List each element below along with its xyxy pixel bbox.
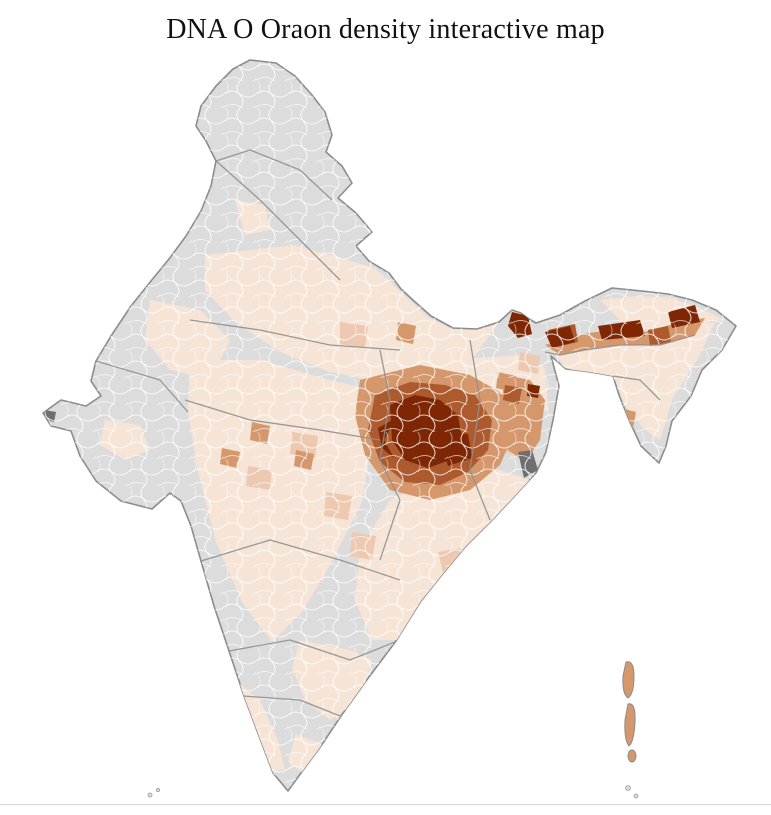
district-mesh xyxy=(43,60,736,791)
island[interactable] xyxy=(627,749,637,763)
nicobar-islands[interactable] xyxy=(625,785,639,799)
andaman-islands[interactable] xyxy=(622,661,637,763)
state-borders xyxy=(95,149,696,717)
island[interactable] xyxy=(147,792,153,798)
island[interactable] xyxy=(155,788,160,793)
island[interactable] xyxy=(633,793,639,799)
island[interactable] xyxy=(625,785,631,791)
map-title: DNA O Oraon density interactive map xyxy=(166,14,605,45)
island[interactable] xyxy=(622,661,635,699)
bottom-divider xyxy=(0,804,771,805)
island[interactable] xyxy=(624,703,636,747)
lakshadweep-islands[interactable] xyxy=(147,788,160,798)
